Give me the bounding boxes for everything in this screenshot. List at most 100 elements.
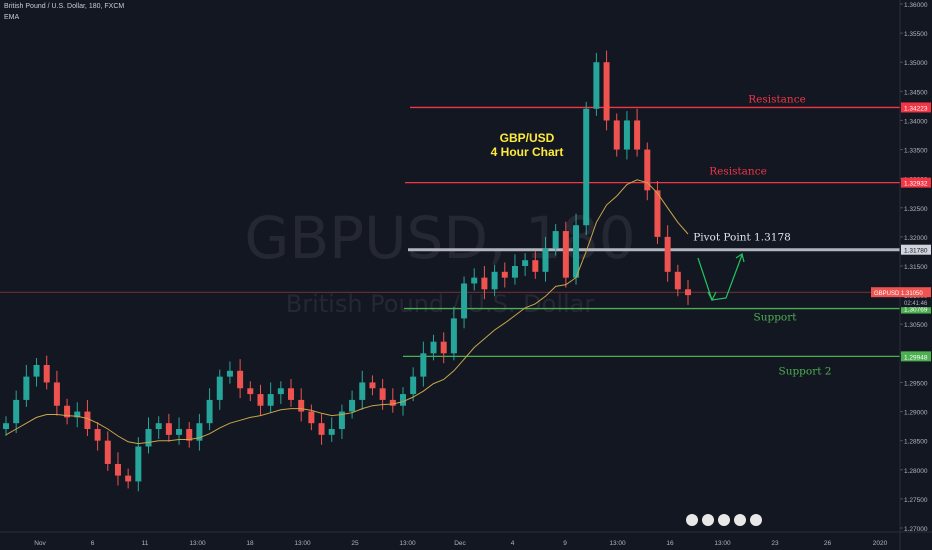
chart-header-indicator[interactable]: EMA xyxy=(4,14,20,21)
price-tag-label: 1.29948 xyxy=(904,354,928,361)
candle-up xyxy=(471,277,478,284)
candle-down xyxy=(634,120,641,150)
y-tick-label: 1.31500 xyxy=(904,264,928,271)
price-axis[interactable]: 1.36000 1.35500 1.35000 1.34500 1.34000 1.335… xyxy=(900,2,928,533)
candle-down xyxy=(318,423,325,435)
candle-up xyxy=(338,411,345,430)
x-tick-label: 13:00 xyxy=(189,540,206,547)
price-tag-resistance xyxy=(901,177,931,188)
x-tick-label: 13:00 xyxy=(609,540,626,547)
candle-up xyxy=(155,423,162,430)
price-tag-pivot xyxy=(901,244,931,255)
x-tick-label: 13:00 xyxy=(294,540,311,547)
y-tick-label: 1.29500 xyxy=(904,380,928,387)
candle-up xyxy=(461,283,468,319)
x-tick-label: 4 xyxy=(511,540,515,547)
candle-down xyxy=(532,260,539,272)
candle-up xyxy=(267,394,274,406)
candle-up xyxy=(420,353,427,377)
price-tag-support xyxy=(901,351,931,362)
candle-down xyxy=(654,190,661,237)
candle-up xyxy=(349,399,356,412)
candle-down xyxy=(186,429,193,441)
x-tick-label: 26 xyxy=(824,540,832,547)
candle-down xyxy=(257,394,264,406)
candle-down xyxy=(562,231,569,278)
candle-down xyxy=(613,120,620,150)
x-tick-label: 9 xyxy=(563,540,567,547)
y-tick-label: 1.34000 xyxy=(904,118,928,125)
bottom-icons xyxy=(686,514,762,526)
candle-up xyxy=(542,248,549,272)
candle-up xyxy=(522,260,529,266)
price-tag-label: 1.31780 xyxy=(904,248,928,255)
candle-down xyxy=(104,440,111,464)
level-annotation-resistance: Resistance xyxy=(748,93,806,105)
countdown-box xyxy=(901,298,931,308)
badge-icon xyxy=(702,514,714,526)
level-annotation-support: Support 2 xyxy=(779,365,832,377)
arrow-down-icon xyxy=(707,291,717,302)
time-axis[interactable]: Nov 6 11 13:00 18 13:00 25 13:00 Dec 4 9 13:00 16 13:… xyxy=(34,540,887,547)
candle-down xyxy=(84,411,91,430)
x-tick-label: 13:00 xyxy=(714,540,731,547)
y-tick-label: 1.35500 xyxy=(904,31,928,38)
candle-up xyxy=(450,318,457,354)
y-tick-label: 1.29000 xyxy=(904,410,928,417)
candle-up xyxy=(359,382,366,400)
x-tick-label: 16 xyxy=(666,540,674,547)
candle-up xyxy=(328,429,335,435)
candle-down xyxy=(664,236,671,272)
ema-layer xyxy=(5,179,689,445)
candle-down xyxy=(481,277,488,290)
candle-up xyxy=(430,341,437,354)
level-annotation-pivot: Pivot Point 1.3178 xyxy=(693,232,791,244)
y-tick-label: 1.27500 xyxy=(904,497,928,504)
x-tick-label: 23 xyxy=(771,540,779,547)
candle-down xyxy=(308,411,315,424)
candle-up xyxy=(593,62,600,109)
candle-up xyxy=(226,370,233,377)
candle-down xyxy=(501,271,508,278)
candle-down xyxy=(389,399,396,406)
candle-up xyxy=(13,399,20,424)
level-lines xyxy=(0,106,900,358)
chart-header-symbol: British Pound / U.S. Dollar, 180, FXCM xyxy=(4,3,125,10)
candle-down xyxy=(369,382,376,389)
candle-up xyxy=(216,376,223,400)
price-tag-resistance xyxy=(901,102,931,113)
y-tick-label: 1.30500 xyxy=(904,322,928,329)
y-tick-label: 1.34500 xyxy=(904,89,928,96)
y-tick-label: 1.32000 xyxy=(904,235,928,242)
y-tick-label: 1.33500 xyxy=(904,148,928,155)
candle-down xyxy=(114,463,121,476)
price-tag-support xyxy=(901,303,931,314)
candle-up xyxy=(277,388,284,395)
level-annotation-support: Support xyxy=(754,312,798,324)
y-tick-label: 1.35000 xyxy=(904,60,928,67)
candle-down xyxy=(685,289,691,296)
candle-up xyxy=(3,423,9,430)
candle-down xyxy=(603,62,610,121)
candle-down xyxy=(298,399,305,412)
watermark-name: British Pound / U.S. Dollar xyxy=(286,290,595,318)
candle-up xyxy=(74,411,81,418)
candle-up xyxy=(33,364,40,377)
candle-up xyxy=(511,266,518,278)
x-tick-label: 11 xyxy=(142,540,149,547)
x-tick-label: 13:00 xyxy=(399,540,416,547)
candle-up xyxy=(135,446,142,482)
badge-icon xyxy=(734,514,746,526)
price-tags: 1.34223 1.32932 1.31780 1.30769 1.29948 GBPUS… xyxy=(871,102,931,362)
candle-down xyxy=(64,405,71,418)
current-price-symbol: GBPUSD 1.31050 xyxy=(874,291,923,297)
candle-down xyxy=(43,364,50,383)
candle-up xyxy=(206,399,213,424)
arrow-up-icon xyxy=(735,253,745,263)
badge-icon xyxy=(750,514,762,526)
current-price-tag xyxy=(871,287,931,298)
level-annotation-resistance: Resistance xyxy=(709,166,767,178)
chart-title-line1: GBP/USD xyxy=(500,131,555,145)
